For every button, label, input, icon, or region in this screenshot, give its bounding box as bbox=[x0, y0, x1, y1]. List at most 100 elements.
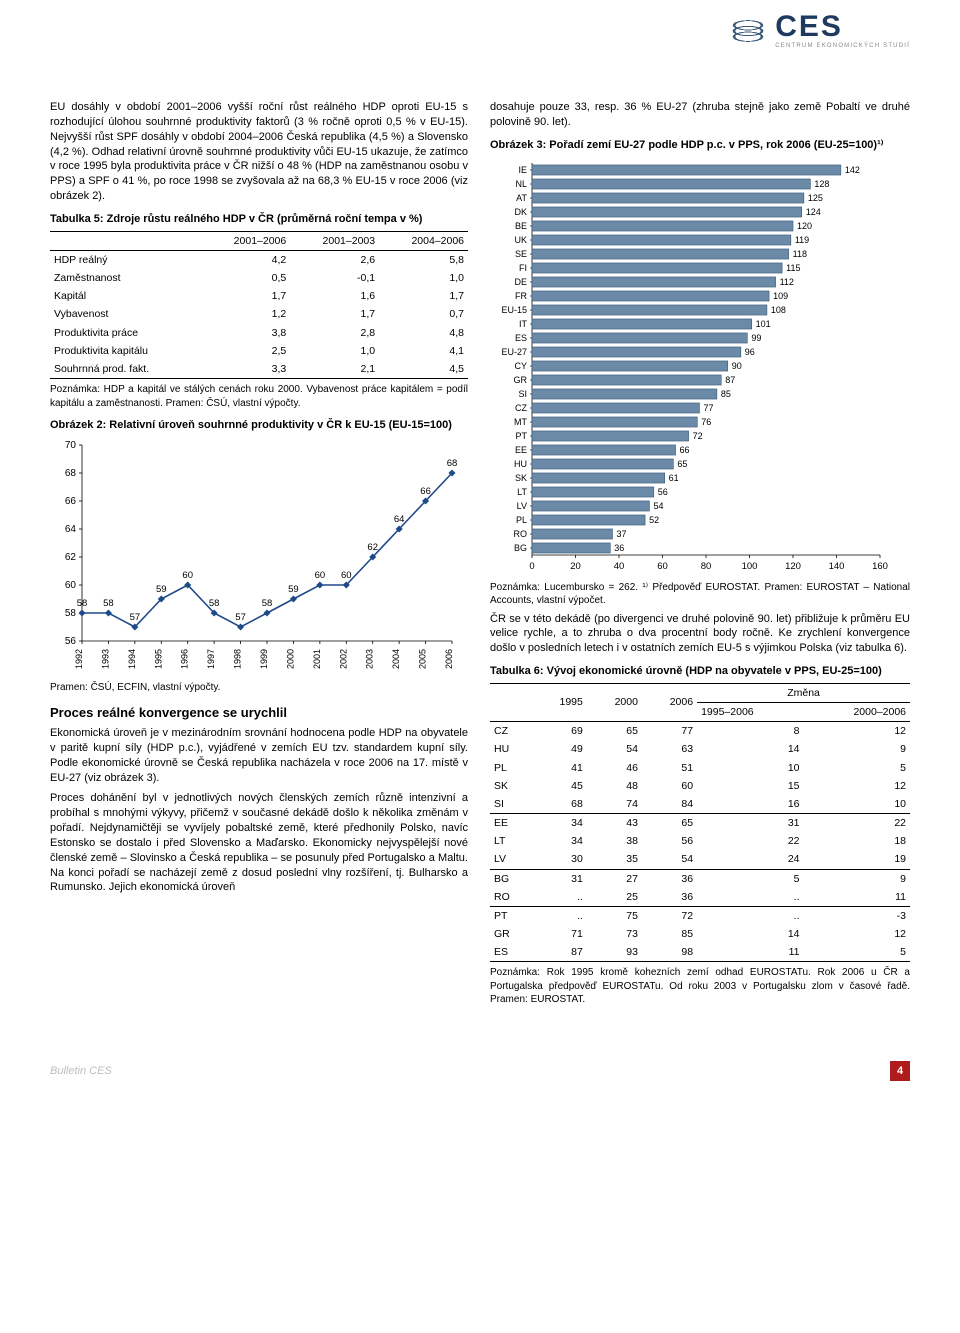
svg-text:68: 68 bbox=[447, 458, 458, 469]
svg-text:60: 60 bbox=[341, 570, 352, 581]
svg-text:115: 115 bbox=[786, 262, 800, 272]
svg-text:IE: IE bbox=[518, 164, 527, 174]
svg-text:60: 60 bbox=[65, 580, 77, 591]
svg-text:PL: PL bbox=[516, 514, 527, 524]
svg-text:99: 99 bbox=[751, 332, 761, 342]
svg-text:80: 80 bbox=[701, 561, 712, 572]
svg-text:HU: HU bbox=[514, 458, 527, 468]
table-row: GR7173851412 bbox=[490, 925, 910, 943]
svg-text:NL: NL bbox=[515, 178, 527, 188]
svg-text:1997: 1997 bbox=[206, 649, 216, 669]
svg-text:124: 124 bbox=[806, 206, 821, 216]
svg-text:IT: IT bbox=[519, 318, 528, 328]
table5-col-header bbox=[50, 231, 201, 250]
svg-text:SK: SK bbox=[515, 472, 527, 482]
svg-text:62: 62 bbox=[65, 552, 77, 563]
table-row: EE3443653122 bbox=[490, 814, 910, 833]
svg-text:20: 20 bbox=[570, 561, 581, 572]
svg-text:2006: 2006 bbox=[444, 649, 454, 669]
svg-text:160: 160 bbox=[872, 561, 888, 572]
figure3-title: Obrázek 3: Pořadí zemí EU-27 podle HDP p… bbox=[490, 138, 910, 153]
svg-text:56: 56 bbox=[658, 486, 668, 496]
svg-text:CZ: CZ bbox=[515, 402, 527, 412]
footer-left: Bulletin CES bbox=[50, 1064, 112, 1079]
logo-icon bbox=[729, 12, 767, 50]
svg-text:FR: FR bbox=[515, 290, 527, 300]
svg-text:58: 58 bbox=[209, 598, 220, 609]
svg-text:ES: ES bbox=[515, 332, 527, 342]
svg-text:SI: SI bbox=[518, 388, 527, 398]
figure2-source: Pramen: ČSÚ, ECFIN, vlastní výpočty. bbox=[50, 681, 468, 695]
table5-title: Tabulka 5: Zdroje růstu reálného HDP v Č… bbox=[50, 212, 468, 227]
svg-text:37: 37 bbox=[616, 528, 626, 538]
section-heading: Proces reálné konvergence se urychlil bbox=[50, 704, 468, 722]
table-row: ES879398115 bbox=[490, 943, 910, 962]
svg-text:109: 109 bbox=[773, 290, 788, 300]
figure3-chart: 020406080100120140160IE142NL128AT125DK12… bbox=[490, 157, 910, 577]
svg-text:128: 128 bbox=[814, 178, 829, 188]
svg-text:1999: 1999 bbox=[259, 649, 269, 669]
svg-text:70: 70 bbox=[65, 440, 77, 451]
svg-text:112: 112 bbox=[780, 276, 794, 286]
svg-text:64: 64 bbox=[65, 524, 77, 535]
svg-text:101: 101 bbox=[756, 318, 771, 328]
table-row: SI6874841610 bbox=[490, 795, 910, 814]
table-row: Vybavenost1,21,70,7 bbox=[50, 305, 468, 323]
svg-text:PT: PT bbox=[515, 430, 527, 440]
svg-text:2001: 2001 bbox=[312, 649, 322, 669]
table-row: BG31273659 bbox=[490, 869, 910, 888]
svg-text:EU-27: EU-27 bbox=[501, 346, 527, 356]
svg-text:96: 96 bbox=[745, 346, 755, 356]
svg-text:1996: 1996 bbox=[180, 649, 190, 669]
svg-text:RO: RO bbox=[514, 528, 528, 538]
svg-text:SE: SE bbox=[515, 248, 527, 258]
svg-text:BG: BG bbox=[514, 542, 527, 552]
logo-brand: CES bbox=[775, 12, 910, 42]
figure3-note: Poznámka: Lucembursko = 262. ¹⁾ Předpově… bbox=[490, 581, 910, 608]
table-row: Zaměstnanost0,5-0,11,0 bbox=[50, 269, 468, 287]
svg-text:66: 66 bbox=[680, 444, 690, 454]
svg-text:60: 60 bbox=[315, 570, 326, 581]
table-row: Souhrnná prod. fakt.3,32,14,5 bbox=[50, 360, 468, 379]
svg-text:125: 125 bbox=[808, 192, 823, 202]
svg-text:58: 58 bbox=[77, 598, 88, 609]
svg-text:100: 100 bbox=[742, 561, 758, 572]
table-row: PL414651105 bbox=[490, 759, 910, 777]
svg-text:DE: DE bbox=[514, 276, 527, 286]
svg-text:58: 58 bbox=[65, 608, 77, 619]
table6-title: Tabulka 6: Vývoj ekonomické úrovně (HDP … bbox=[490, 664, 910, 679]
svg-text:108: 108 bbox=[771, 304, 786, 314]
svg-text:90: 90 bbox=[732, 360, 742, 370]
svg-text:68: 68 bbox=[65, 468, 77, 479]
svg-text:66: 66 bbox=[65, 496, 77, 507]
svg-text:142: 142 bbox=[845, 164, 860, 174]
svg-text:61: 61 bbox=[669, 472, 679, 482]
table-row: CZ696577812 bbox=[490, 722, 910, 741]
svg-text:60: 60 bbox=[182, 570, 193, 581]
table-row: Produktivita práce3,82,84,8 bbox=[50, 324, 468, 342]
footer-page-number: 4 bbox=[890, 1061, 910, 1081]
figure2-title: Obrázek 2: Relativní úroveň souhrnné pro… bbox=[50, 418, 468, 433]
svg-text:58: 58 bbox=[103, 598, 114, 609]
svg-text:62: 62 bbox=[367, 542, 378, 553]
left-para-1: EU dosáhly v období 2001–2006 vyšší ročn… bbox=[50, 100, 468, 204]
svg-text:LT: LT bbox=[517, 486, 527, 496]
svg-text:59: 59 bbox=[288, 584, 299, 595]
page-footer: Bulletin CES 4 bbox=[0, 1061, 960, 1095]
right-para-2: ČR se v této dekádě (po divergenci ve dr… bbox=[490, 612, 910, 657]
left-para-3: Proces dohánění byl v jednotlivých novýc… bbox=[50, 791, 468, 895]
svg-text:87: 87 bbox=[725, 374, 735, 384]
table-row: Produktivita kapitálu2,51,04,1 bbox=[50, 342, 468, 360]
svg-text:52: 52 bbox=[649, 514, 659, 524]
svg-text:DK: DK bbox=[514, 206, 527, 216]
svg-text:0: 0 bbox=[529, 561, 534, 572]
logo: CES CENTRUM EKONOMICKÝCH STUDIÍ bbox=[729, 12, 910, 50]
svg-text:60: 60 bbox=[657, 561, 668, 572]
svg-text:EU-15: EU-15 bbox=[501, 304, 527, 314]
svg-text:CY: CY bbox=[514, 360, 527, 370]
table5-note: Poznámka: HDP a kapitál ve stálých cenác… bbox=[50, 383, 468, 410]
svg-text:119: 119 bbox=[795, 234, 809, 244]
svg-text:1994: 1994 bbox=[127, 649, 137, 669]
table-row: LV3035542419 bbox=[490, 850, 910, 869]
table6-note: Poznámka: Rok 1995 kromě kohezních zemí … bbox=[490, 966, 910, 1007]
